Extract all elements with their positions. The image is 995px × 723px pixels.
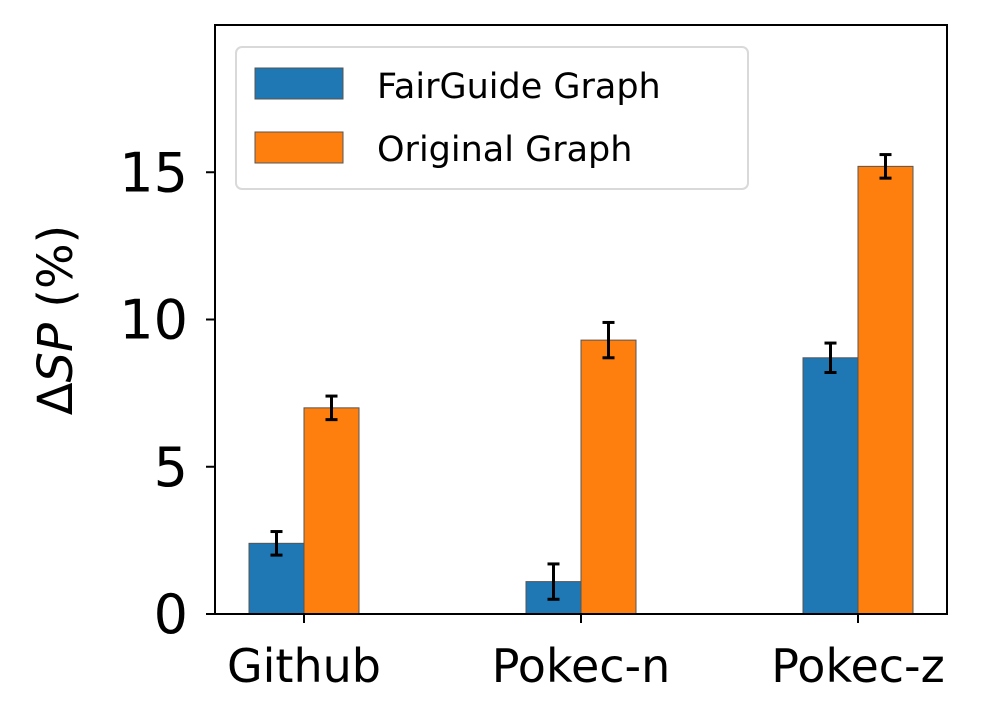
y-axis: 0 5 10 15: [119, 141, 215, 646]
x-tick-label: Github: [227, 639, 381, 693]
legend-swatch-fairguide: [254, 67, 344, 100]
bar-pokec-z-original: [857, 165, 914, 615]
plot-area: [248, 153, 914, 615]
y-tick-label: 0: [154, 583, 188, 646]
error-bar-pokec-n-fairguide: [547, 562, 560, 601]
y-axis-title: ΔSP (%): [28, 225, 84, 416]
error-bar-pokec-z-original: [879, 153, 892, 180]
error-bar-github-fairguide: [270, 530, 283, 557]
x-tick-label: Pokec-n: [492, 639, 671, 693]
bar-github-original: [303, 407, 360, 615]
y-tick-label: 5: [154, 436, 188, 499]
legend-label-original: Original Graph: [377, 130, 632, 170]
x-tick-label: Pokec-z: [771, 639, 945, 693]
error-bar-pokec-z-fairguide: [824, 341, 837, 375]
error-bar-pokec-n-original: [602, 320, 615, 360]
legend-swatch-original: [254, 131, 344, 164]
y-tick-label: 15: [119, 141, 188, 204]
error-bar-github-original: [325, 394, 338, 422]
bar-pokec-n-original: [580, 339, 637, 615]
y-tick-label: 10: [119, 289, 188, 352]
legend-label-fairguide: FairGuide Graph: [377, 67, 661, 107]
bar-pokec-z-fairguide: [802, 357, 859, 615]
x-axis: Github Pokec-n Pokec-z: [227, 614, 945, 693]
legend: FairGuide Graph Original Graph: [235, 46, 749, 190]
legend-frame: [235, 46, 749, 190]
